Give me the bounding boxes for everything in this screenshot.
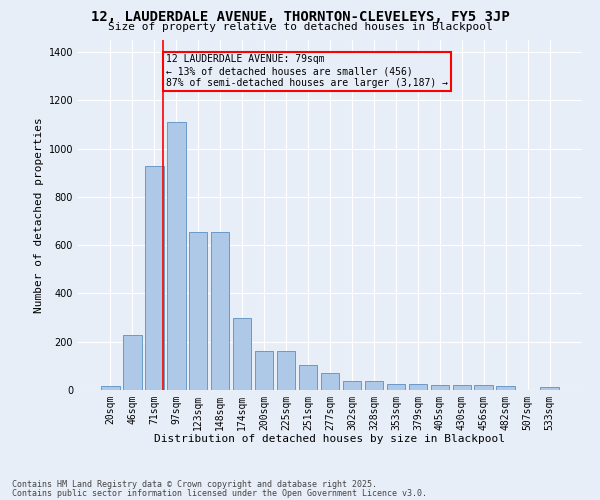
Bar <box>409 384 427 390</box>
Bar <box>496 386 515 390</box>
Bar <box>365 381 383 390</box>
Bar <box>299 364 317 390</box>
Bar <box>431 385 449 390</box>
Bar <box>255 352 274 390</box>
Text: Contains public sector information licensed under the Open Government Licence v3: Contains public sector information licen… <box>12 488 427 498</box>
Text: 12, LAUDERDALE AVENUE, THORNTON-CLEVELEYS, FY5 3JP: 12, LAUDERDALE AVENUE, THORNTON-CLEVELEY… <box>91 10 509 24</box>
Bar <box>541 387 559 390</box>
Bar <box>145 166 164 390</box>
Bar <box>167 122 185 390</box>
Bar <box>277 352 295 390</box>
Bar <box>343 381 361 390</box>
Bar <box>452 385 471 390</box>
Y-axis label: Number of detached properties: Number of detached properties <box>34 117 44 313</box>
Bar <box>386 384 405 390</box>
Text: Size of property relative to detached houses in Blackpool: Size of property relative to detached ho… <box>107 22 493 32</box>
X-axis label: Distribution of detached houses by size in Blackpool: Distribution of detached houses by size … <box>155 434 505 444</box>
Bar <box>189 232 208 390</box>
Bar <box>233 318 251 390</box>
Bar <box>320 373 340 390</box>
Bar <box>211 232 229 390</box>
Text: Contains HM Land Registry data © Crown copyright and database right 2025.: Contains HM Land Registry data © Crown c… <box>12 480 377 489</box>
Text: 12 LAUDERDALE AVENUE: 79sqm
← 13% of detached houses are smaller (456)
87% of se: 12 LAUDERDALE AVENUE: 79sqm ← 13% of det… <box>166 54 448 88</box>
Bar <box>475 385 493 390</box>
Bar <box>123 335 142 390</box>
Bar <box>101 386 119 390</box>
